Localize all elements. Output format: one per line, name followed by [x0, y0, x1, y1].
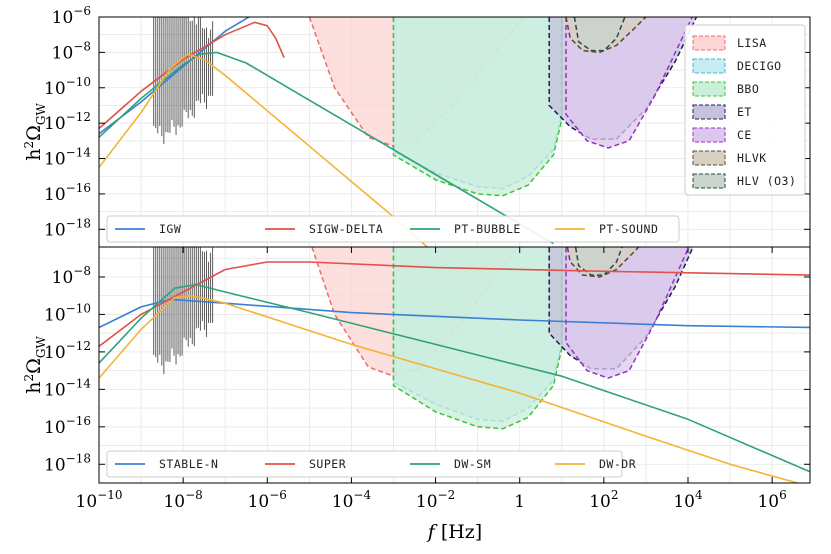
legend-label: DW-SM [454, 457, 491, 471]
y-tick-label: 10−10 [44, 301, 91, 325]
legend-label: HLV (O3) [737, 174, 796, 188]
series-pt-bubble [99, 51, 554, 245]
bottom-legend: STABLE-N SUPER DW-SM DW-DR [106, 450, 636, 478]
y-tick-label: 10−16 [44, 181, 91, 205]
legend-swatch [692, 35, 726, 51]
x-tick-label: 10−10 [76, 488, 123, 512]
y-tick-label: 10−8 [52, 39, 91, 63]
legend-swatch [692, 173, 726, 189]
series-pt-sound [99, 53, 428, 247]
legend-label: DW-DR [599, 457, 636, 471]
series-super [99, 261, 810, 347]
y-tick-label: 10−12 [44, 339, 91, 363]
series-sigw-delta [99, 21, 285, 130]
legend-swatch [692, 58, 726, 74]
y-tick-label: 10−16 [44, 414, 91, 438]
bottom-y-ticks: 10−8 10−10 10−12 10−14 10−16 10−18 [44, 264, 810, 475]
bottom-frame [98, 246, 811, 484]
x-tick-label: 10−2 [416, 488, 455, 512]
bottom-y-axis-label: h2ΩGW [22, 336, 48, 394]
sensitivity-legend: LISA DECIGO BBO ET CE HLVK HLV (O3) [684, 24, 806, 196]
x-tick-label: 104 [673, 488, 703, 512]
series-dw-dr [99, 294, 798, 483]
series-dw-sm [99, 283, 810, 473]
y-tick-label: 10−8 [52, 264, 91, 288]
legend-swatch [692, 127, 726, 143]
x-tick-label: 10−8 [163, 488, 202, 512]
x-axis-label: f [Hz] [426, 521, 482, 543]
band-edge-ce [565, 247, 690, 379]
legend-label: PT-SOUND [599, 222, 658, 236]
y-tick-label: 10−6 [52, 4, 91, 28]
y-tick-label: 10−10 [44, 75, 91, 99]
band-edge-ce [565, 17, 693, 149]
y-tick-label: 10−18 [44, 216, 91, 240]
x-tick-label: 106 [757, 488, 786, 512]
top-y-axis-label: h2ΩGW [22, 103, 48, 161]
legend-label: SUPER [309, 457, 346, 471]
bottom-sensitivity-bands [311, 247, 694, 430]
bottom-series [99, 261, 810, 483]
legend-swatch [692, 150, 726, 166]
band-edge-hlvk [565, 17, 647, 54]
legend-label: HLVK [737, 151, 767, 165]
legend-label: DECIGO [737, 59, 782, 73]
band-bbo [393, 17, 562, 196]
band-edge-hlv-o3- [574, 247, 623, 276]
band-edge-bbo [392, 247, 563, 430]
top-legend: IGW SIGW-DELTA PT-BUBBLE PT-SOUND [106, 215, 680, 243]
band-edge-hlvk [566, 247, 640, 278]
legend-swatch [692, 81, 726, 97]
legend-label: BBO [737, 82, 759, 96]
legend-label: LISA [737, 36, 767, 50]
band-edge-hlv-o3- [573, 17, 626, 52]
bottom-x-ticks: 10−10 10−8 10−6 10−4 10−2 1 102 104 106 [76, 247, 787, 512]
legend-label: IGW [159, 222, 181, 236]
legend-label: STABLE-N [159, 457, 218, 471]
top-legend-box [106, 215, 680, 243]
x-tick-label: 10−4 [332, 488, 372, 512]
series-igw [99, 17, 251, 135]
x-tick-label: 102 [589, 488, 618, 512]
band-edge-lisa [311, 247, 519, 377]
top-y-ticks: 10−6 10−8 10−10 10−12 10−14 10−16 10−18 [44, 4, 810, 240]
band-edge-bbo [392, 17, 563, 197]
y-tick-label: 10−14 [44, 376, 91, 400]
legend-label: SIGW-DELTA [309, 222, 383, 236]
band-ce [566, 247, 689, 379]
legend-label: ET [737, 105, 752, 119]
band-bbo [393, 247, 562, 429]
y-tick-label: 10−18 [44, 451, 91, 475]
y-tick-label: 10−14 [44, 146, 91, 170]
x-tick-label: 10−6 [248, 488, 287, 512]
legend-label: CE [737, 128, 752, 142]
legend-swatch [692, 104, 726, 120]
x-tick-label: 1 [514, 492, 525, 512]
legend-label: PT-BUBBLE [454, 222, 521, 236]
y-tick-label: 10−12 [44, 110, 91, 134]
bottom-legend-box [106, 450, 623, 478]
top-series [99, 17, 554, 247]
top-sensitivity-bands [308, 17, 698, 197]
